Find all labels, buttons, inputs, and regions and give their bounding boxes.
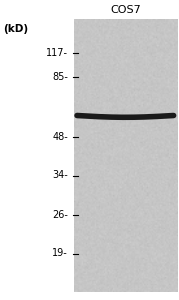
Text: 85-: 85- xyxy=(52,71,68,82)
Text: 26-: 26- xyxy=(52,209,68,220)
Text: 34-: 34- xyxy=(52,170,68,181)
Text: 48-: 48- xyxy=(52,131,68,142)
Text: 117-: 117- xyxy=(46,47,68,58)
Text: COS7: COS7 xyxy=(111,4,142,15)
Text: (kD): (kD) xyxy=(4,23,29,34)
Text: 19-: 19- xyxy=(52,248,68,259)
